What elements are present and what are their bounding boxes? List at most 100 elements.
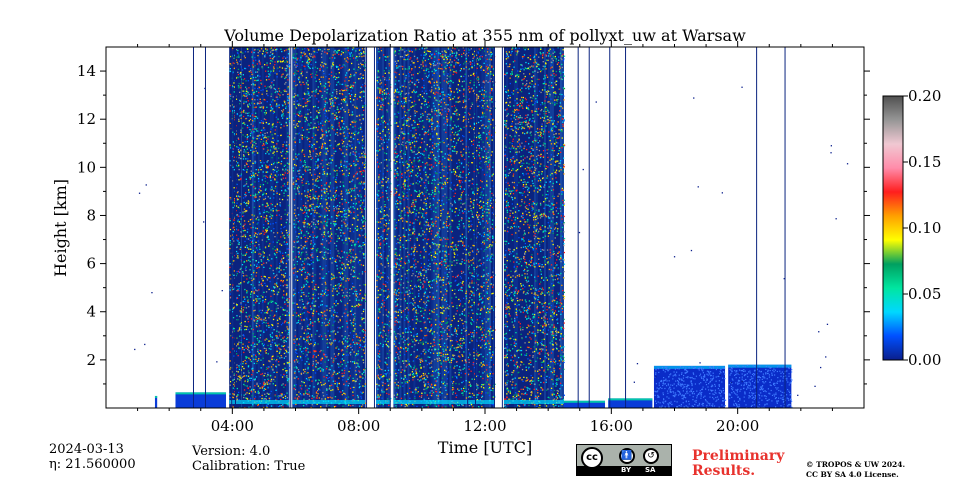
- noise-pixel: [251, 113, 253, 115]
- noise-pixel: [229, 160, 231, 162]
- noise-pixel: [284, 209, 286, 211]
- noise-pixel: [286, 61, 289, 63]
- noise-pixel: [258, 315, 260, 317]
- noise-pixel: [237, 375, 239, 378]
- noise-pixel: [238, 151, 240, 153]
- noise-pixel: [341, 119, 344, 122]
- noise-pixel: [239, 363, 242, 365]
- noise-pixel: [347, 345, 349, 347]
- noise-pixel: [285, 266, 287, 268]
- noise-pixel: [293, 47, 296, 50]
- noise-pixel: [311, 404, 313, 406]
- noise-pixel: [284, 314, 286, 316]
- noise-pixel: [300, 69, 302, 71]
- noise-pixel: [338, 68, 340, 70]
- noise-pixel: [278, 317, 280, 319]
- noise-pixel: [349, 310, 352, 312]
- noise-pixel: [364, 294, 366, 296]
- noise-pixel: [359, 55, 361, 57]
- noise-pixel: [229, 122, 231, 124]
- noise-pixel: [233, 330, 236, 332]
- noise-pixel: [353, 73, 356, 76]
- noise-pixel: [277, 395, 279, 398]
- noise-pixel: [260, 48, 263, 50]
- noise-pixel: [342, 208, 345, 210]
- noise-pixel: [346, 347, 348, 349]
- noise-pixel: [267, 165, 270, 168]
- noise-pixel: [287, 254, 289, 256]
- noise-pixel: [310, 55, 312, 57]
- noise-pixel: [248, 347, 250, 349]
- noise-pixel: [256, 343, 258, 345]
- noise-pixel: [259, 50, 261, 52]
- noise-pixel: [298, 193, 300, 195]
- noise-pixel: [312, 280, 314, 282]
- noise-pixel: [327, 377, 329, 380]
- noise-pixel: [306, 389, 308, 391]
- noise-pixel: [341, 268, 343, 270]
- noise-pixel: [277, 87, 280, 90]
- noise-pixel: [282, 150, 284, 153]
- noise-pixel: [253, 299, 255, 301]
- noise-pixel: [266, 366, 268, 369]
- noise-pixel: [263, 112, 266, 114]
- noise-pixel: [259, 253, 262, 255]
- noise-pixel: [323, 187, 325, 190]
- noise-pixel: [261, 278, 263, 280]
- noise-pixel: [288, 118, 291, 121]
- noise-pixel: [279, 333, 281, 335]
- noise-pixel: [253, 174, 255, 176]
- noise-pixel: [320, 108, 322, 110]
- noise-pixel: [361, 228, 363, 231]
- noise-pixel: [237, 191, 239, 193]
- noise-pixel: [274, 91, 276, 94]
- noise-pixel: [249, 351, 252, 353]
- noise-pixel: [358, 141, 360, 143]
- noise-pixel: [286, 214, 289, 216]
- noise-pixel: [254, 195, 256, 197]
- noise-pixel: [276, 214, 278, 216]
- noise-pixel: [297, 319, 300, 322]
- noise-pixel: [348, 80, 350, 82]
- noise-pixel: [256, 145, 258, 148]
- noise-pixel: [314, 274, 316, 276]
- noise-pixel: [353, 319, 355, 321]
- noise-pixel: [329, 107, 331, 109]
- noise-pixel: [229, 144, 231, 146]
- noise-pixel: [287, 378, 289, 380]
- noise-pixel: [304, 190, 306, 192]
- noise-pixel: [249, 128, 251, 131]
- noise-pixel: [341, 372, 343, 375]
- noise-pixel: [246, 97, 248, 99]
- noise-pixel: [345, 153, 347, 155]
- noise-pixel: [323, 220, 325, 223]
- noise-pixel: [273, 67, 275, 70]
- noise-pixel: [265, 110, 267, 112]
- noise-pixel: [357, 163, 359, 165]
- noise-pixel: [341, 117, 344, 119]
- noise-pixel: [273, 55, 276, 58]
- noise-pixel: [353, 330, 355, 332]
- noise-pixel: [311, 221, 313, 223]
- noise-pixel: [272, 369, 274, 371]
- noise-pixel: [246, 145, 248, 147]
- noise-pixel: [238, 366, 240, 368]
- noise-pixel: [285, 169, 287, 171]
- noise-pixel: [343, 164, 345, 167]
- noise-pixel: [276, 171, 278, 173]
- noise-pixel: [279, 348, 281, 350]
- noise-pixel: [254, 128, 256, 130]
- noise-pixel: [244, 193, 246, 196]
- noise-pixel: [276, 249, 279, 251]
- noise-pixel: [273, 358, 275, 361]
- noise-pixel: [248, 372, 250, 374]
- noise-pixel: [329, 252, 331, 254]
- noise-pixel: [352, 266, 354, 268]
- noise-pixel: [318, 109, 320, 111]
- noise-pixel: [342, 100, 344, 102]
- noise-pixel: [248, 93, 250, 96]
- noise-pixel: [331, 98, 333, 100]
- noise-pixel: [264, 372, 266, 375]
- noise-pixel: [265, 310, 267, 312]
- noise-pixel: [246, 246, 249, 249]
